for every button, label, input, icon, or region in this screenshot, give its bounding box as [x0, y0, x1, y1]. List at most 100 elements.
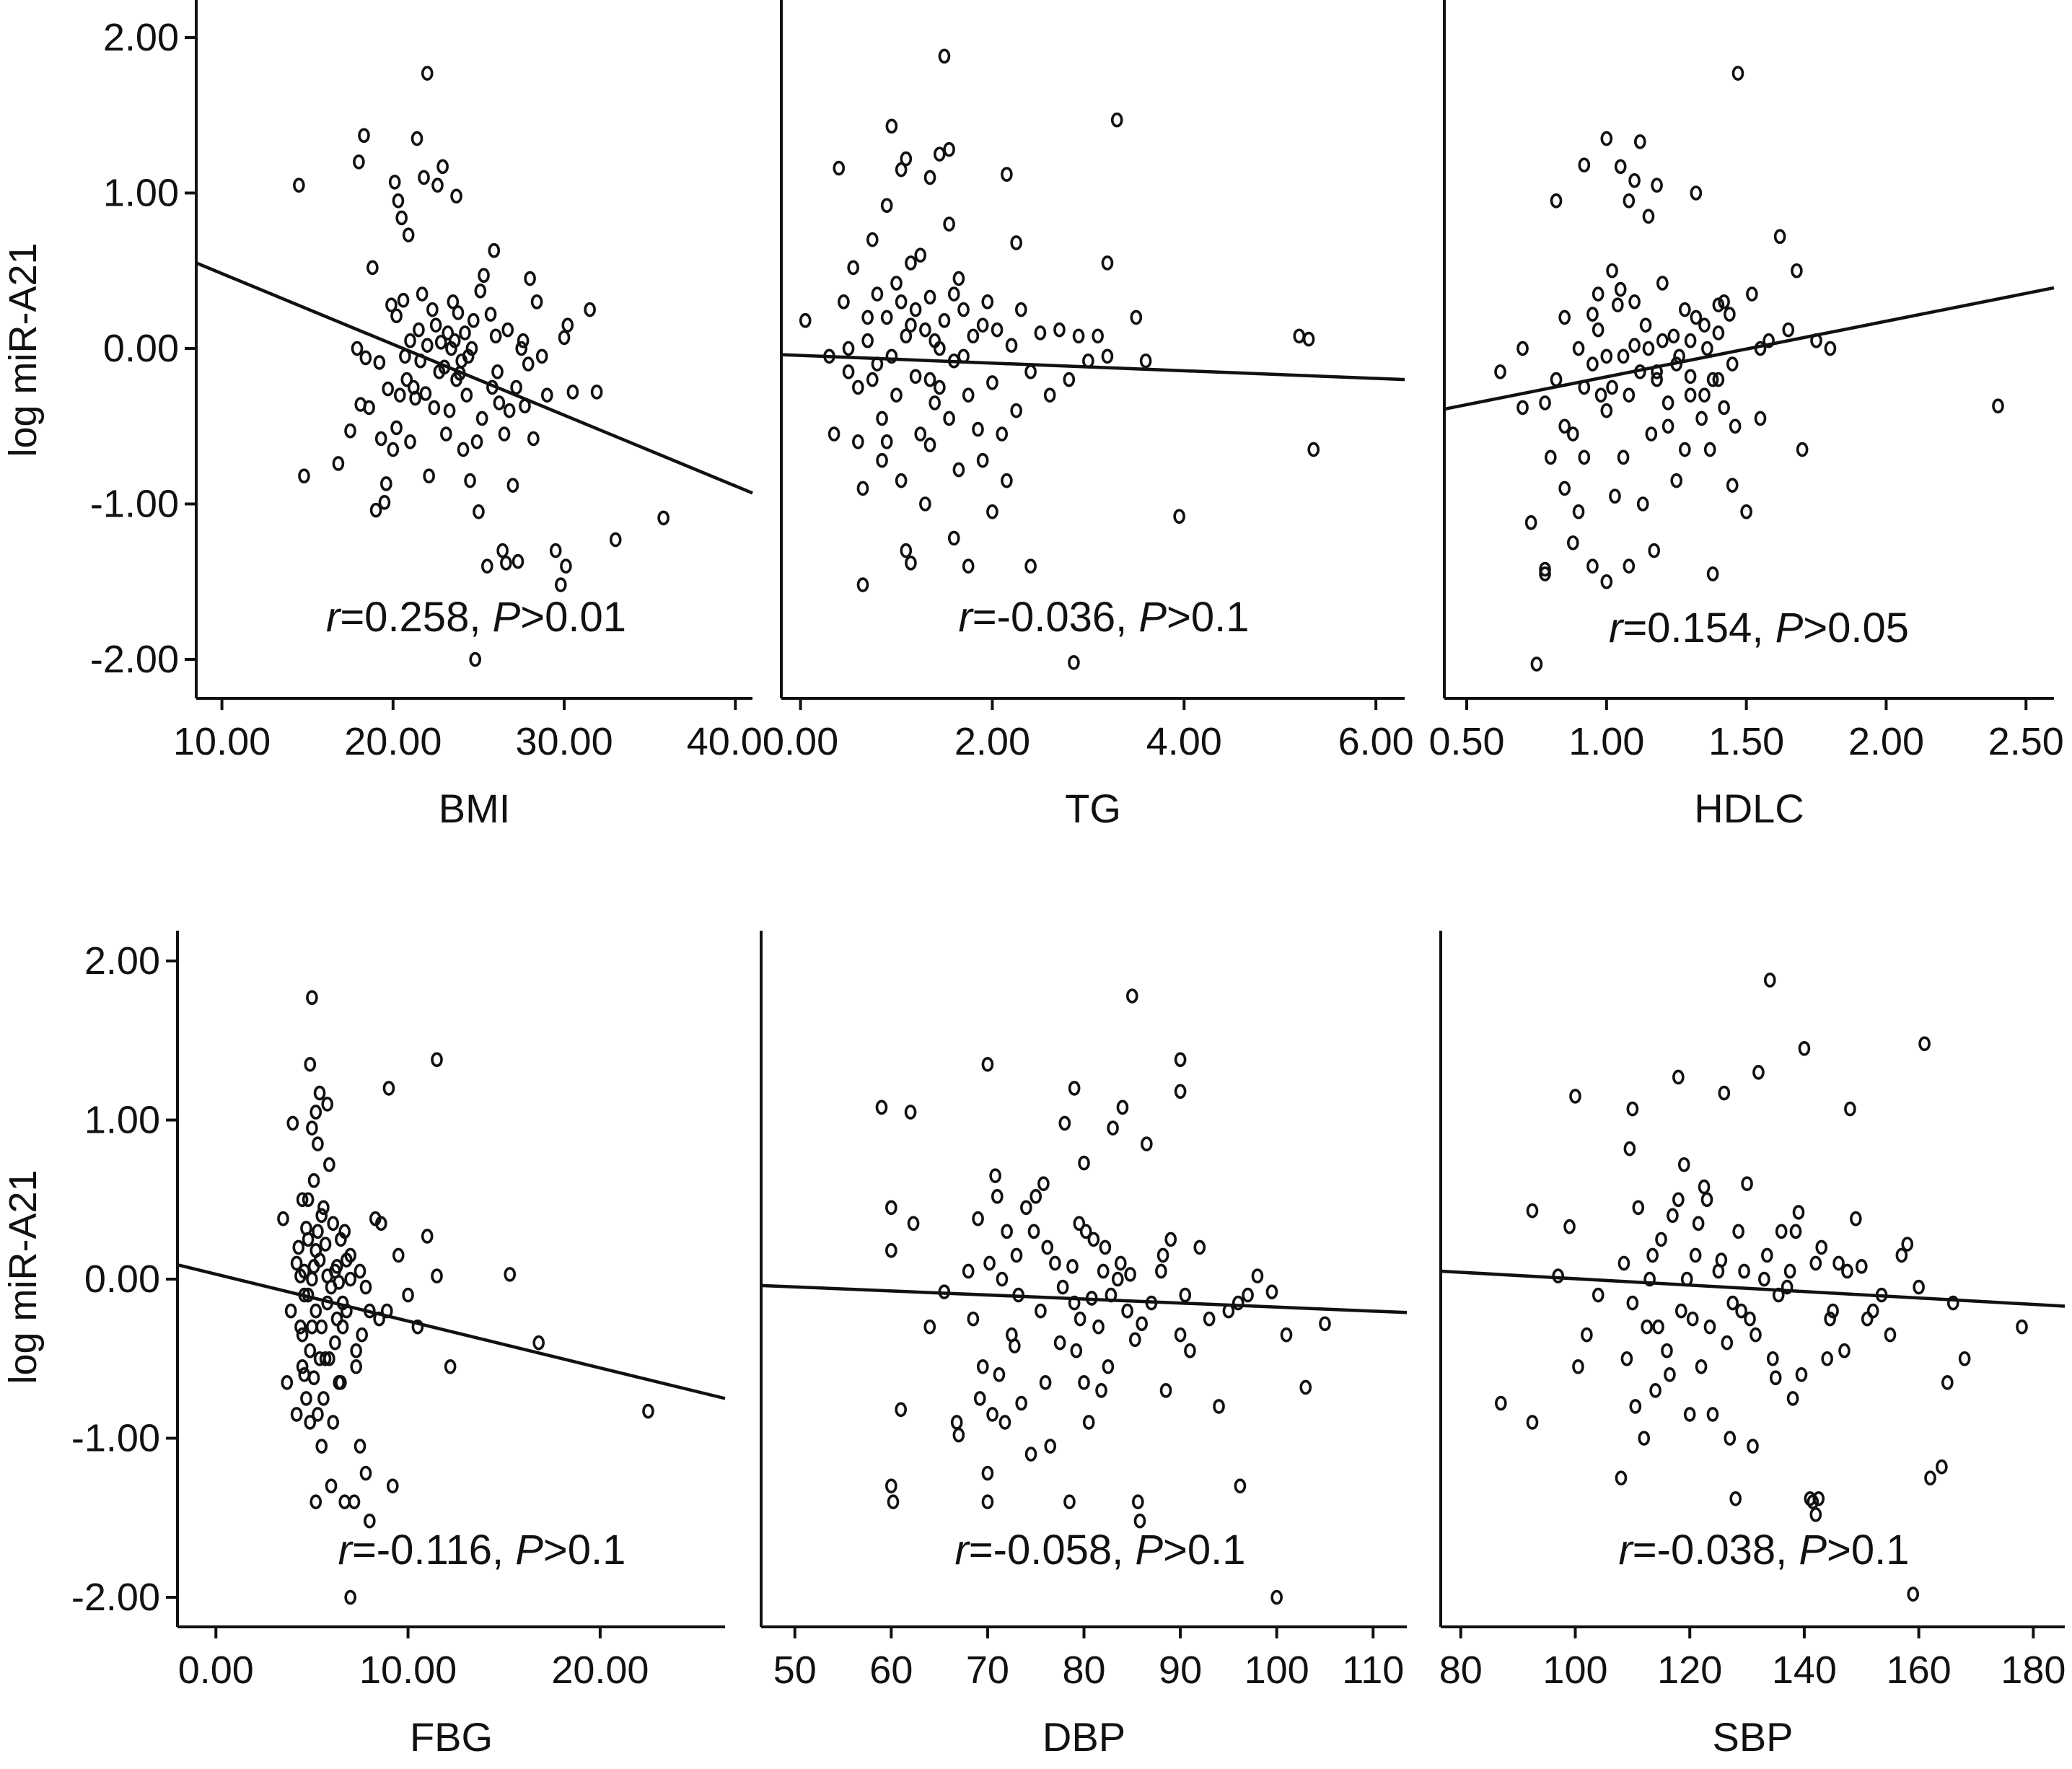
tg-point: [919, 496, 931, 512]
dbp-point: [1074, 1311, 1087, 1327]
sbp-point: [1775, 1224, 1788, 1239]
bmi-point: [450, 188, 462, 204]
tg-point: [914, 426, 927, 442]
dbp-annotation-part: =-0.058,: [969, 1527, 1136, 1573]
sbp-point: [1832, 1255, 1845, 1271]
fbg-point: [344, 1589, 356, 1605]
bmi-point: [469, 651, 481, 667]
fbg-point: [392, 1247, 405, 1263]
fbg-point: [325, 1478, 338, 1493]
fbg-point: [310, 1303, 322, 1319]
tg-point: [885, 348, 898, 364]
bmi-ytick-label: 2.00: [103, 16, 179, 59]
bmi-point: [501, 322, 514, 338]
hdlc-point: [1667, 328, 1680, 344]
dbp-point: [986, 1407, 998, 1422]
hdlc-point: [1701, 341, 1713, 356]
tg-point: [1005, 338, 1018, 353]
hdlc-point: [1524, 515, 1537, 530]
tg-point: [852, 379, 864, 395]
dbp-point: [1078, 1155, 1090, 1171]
sbp-point: [1617, 1255, 1630, 1271]
tg-point: [1307, 442, 1320, 457]
hdlc-annotation-part: P: [1775, 605, 1804, 651]
bmi-point: [530, 294, 543, 310]
dbp-point: [1020, 1200, 1032, 1216]
fbg-point: [321, 1097, 334, 1112]
dbp-point: [1079, 1224, 1092, 1239]
dbp-point: [1092, 1319, 1105, 1335]
tg-point: [909, 369, 922, 385]
dbp-point: [981, 1057, 994, 1072]
bmi-point: [510, 379, 522, 395]
fbg-point: [306, 1271, 318, 1287]
hdlc-point: [1578, 157, 1591, 173]
bmi-point: [373, 355, 386, 370]
hdlc-point: [1698, 317, 1711, 333]
hdlc-point: [1712, 325, 1725, 341]
sbp-point: [1652, 1319, 1664, 1335]
bmi-point: [440, 426, 452, 442]
fbg-point: [642, 1403, 654, 1419]
fbg-xtick-label: 10.00: [359, 1649, 457, 1692]
dbp-point: [1056, 1279, 1069, 1295]
fbg-point: [296, 1358, 309, 1374]
hdlc-point: [1572, 341, 1585, 356]
hdlc-point: [1684, 333, 1697, 348]
dbp-point: [885, 1200, 897, 1216]
bmi-point: [293, 177, 305, 193]
dbp-point: [1174, 1327, 1187, 1343]
tg-annotation: r=-0.036, P>0.1: [958, 594, 1249, 641]
tg-point: [880, 434, 893, 449]
tg-point: [986, 504, 998, 519]
sbp-xtick-label: 100: [1542, 1649, 1607, 1692]
dbp-point: [1174, 1052, 1187, 1068]
hdlc-point: [1623, 558, 1636, 574]
fbg-point: [277, 1211, 289, 1226]
hdlc-point: [1703, 442, 1716, 457]
dbp-xtick-label: 50: [773, 1649, 817, 1692]
bmi-point: [436, 159, 449, 175]
bmi-point: [590, 385, 603, 400]
bmi-point: [515, 341, 528, 356]
sbp-xtick-label: 160: [1887, 1649, 1952, 1692]
sbp-point: [1786, 1391, 1799, 1406]
fbg-point: [359, 1279, 372, 1295]
fbg-point: [356, 1327, 368, 1343]
dbp-point: [1107, 1120, 1119, 1136]
hdlc-x-axis-title: HDLC: [1694, 786, 1804, 831]
tg-point: [938, 312, 951, 328]
fbg-point: [307, 1259, 320, 1274]
hdlc-point: [1623, 193, 1636, 208]
hdlc-point: [1594, 387, 1607, 403]
tg-point: [934, 146, 946, 162]
bmi-point: [506, 478, 519, 493]
bmi-point: [344, 423, 356, 439]
bmi-annotation-part: P: [493, 594, 521, 641]
hdlc-point: [1729, 418, 1742, 434]
sbp-fit-line: [1440, 1269, 2066, 1308]
sbp-point: [1783, 1263, 1796, 1279]
sbp-point: [1815, 1239, 1828, 1255]
bmi-annotation-part: r: [326, 594, 342, 641]
tg-point: [900, 328, 913, 344]
tg-point: [900, 543, 913, 558]
bmi-point: [429, 317, 442, 333]
sbp-point: [1729, 1491, 1742, 1506]
bmi-point: [558, 330, 571, 346]
hdlc-point: [1606, 263, 1618, 278]
bmi-xtick-label: 30.00: [515, 720, 613, 763]
dbp-point: [1097, 1263, 1110, 1279]
sbp-point: [1572, 1358, 1584, 1374]
tg-point: [861, 333, 874, 348]
sbp-point: [1581, 1327, 1593, 1343]
dbp-point: [1174, 1084, 1187, 1099]
bmi-point: [374, 431, 387, 447]
dbp-point: [1058, 1115, 1071, 1131]
fbg-xtick-label: 0.00: [178, 1649, 254, 1692]
hdlc-annotation: r=0.154, P>0.05: [1609, 605, 1909, 651]
bmi-point: [385, 297, 398, 312]
fbg-point: [348, 1494, 361, 1509]
dbp-point: [1009, 1338, 1021, 1353]
tg-point: [838, 294, 850, 310]
